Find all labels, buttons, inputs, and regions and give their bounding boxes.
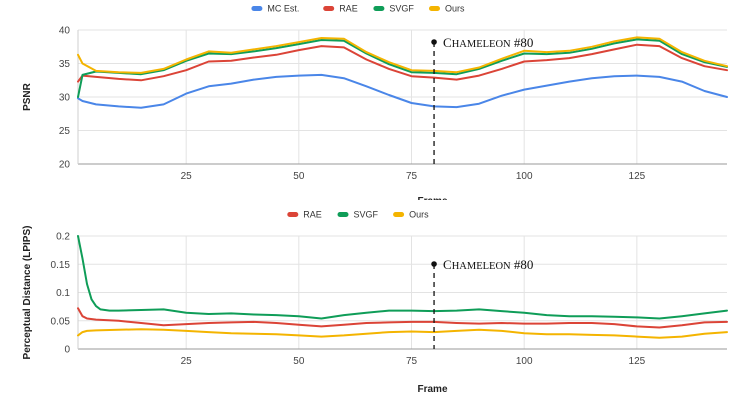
series-line-rae — [77, 43, 728, 83]
series-line-rae — [77, 307, 728, 329]
legend: MC Est. RAE SVGF Ours — [251, 4, 465, 14]
x-tick-label: 25 — [181, 171, 193, 182]
legend-entry-label: RAE — [303, 210, 322, 220]
annotation-dot — [431, 261, 437, 267]
legend-swatch — [337, 212, 349, 217]
annotation-dot — [431, 39, 437, 45]
legend-entry-label: Ours — [409, 210, 429, 220]
x-tick-label: 125 — [629, 171, 646, 182]
legend-swatch — [287, 212, 299, 217]
y-tick-label: 0.15 — [51, 260, 71, 271]
series-line-svgf — [77, 38, 728, 98]
legend-entry-label: Ours — [445, 4, 465, 14]
y-axis-title: Perceptual Distance (LPIPS) — [22, 226, 33, 360]
chart-1: 20 25 30 35 40 25 50 75 100 125 CHAMELEON #80 MC Es… — [22, 4, 728, 207]
y-tick-label: 0.1 — [56, 288, 70, 299]
annotation-label: CHAMELEON #80 — [443, 257, 533, 272]
series-line-ours — [77, 36, 728, 74]
chart-2: 0 0.05 0.1 0.15 0.2 25 50 75 100 125 CHAMELEON #80… — [22, 210, 728, 395]
y-tick-label: 20 — [59, 160, 71, 171]
annotation-label: CHAMELEON #80 — [443, 35, 533, 50]
legend-entry-label: SVGF — [354, 210, 379, 220]
legend-swatch — [393, 212, 405, 217]
legend-swatch — [323, 6, 335, 11]
legend: RAE SVGF Ours — [287, 210, 429, 220]
clip-mask — [330, 200, 450, 206]
y-tick-label: 25 — [59, 126, 71, 137]
y-tick-label: 0 — [64, 345, 70, 356]
legend-swatch — [373, 6, 385, 11]
legend-entry-label: SVGF — [389, 4, 414, 14]
legend-swatch — [429, 6, 440, 11]
series-line-mc-est — [77, 73, 728, 109]
x-tick-label: 50 — [293, 356, 305, 367]
legend-swatch — [251, 6, 263, 11]
y-tick-label: 30 — [59, 93, 71, 104]
y-tick-label: 40 — [59, 26, 71, 37]
legend-entry-label: RAE — [339, 4, 358, 14]
y-tick-label: 35 — [59, 59, 71, 70]
legend-entry-label: MC Est. — [267, 4, 299, 14]
x-tick-label: 75 — [406, 356, 418, 367]
y-tick-label: 0.05 — [51, 316, 71, 327]
series-line-ours — [77, 328, 728, 339]
series-line-svgf — [77, 235, 728, 320]
y-tick-label: 0.2 — [56, 232, 70, 243]
x-tick-label: 100 — [516, 356, 533, 367]
y-axis-title: PSNR — [22, 82, 33, 111]
x-tick-label: 125 — [629, 356, 646, 367]
x-tick-label: 100 — [516, 171, 533, 182]
x-tick-label: 50 — [293, 171, 305, 182]
x-tick-label: 25 — [181, 356, 193, 367]
x-tick-label: 75 — [406, 171, 418, 182]
x-axis-title: Frame — [417, 384, 447, 395]
